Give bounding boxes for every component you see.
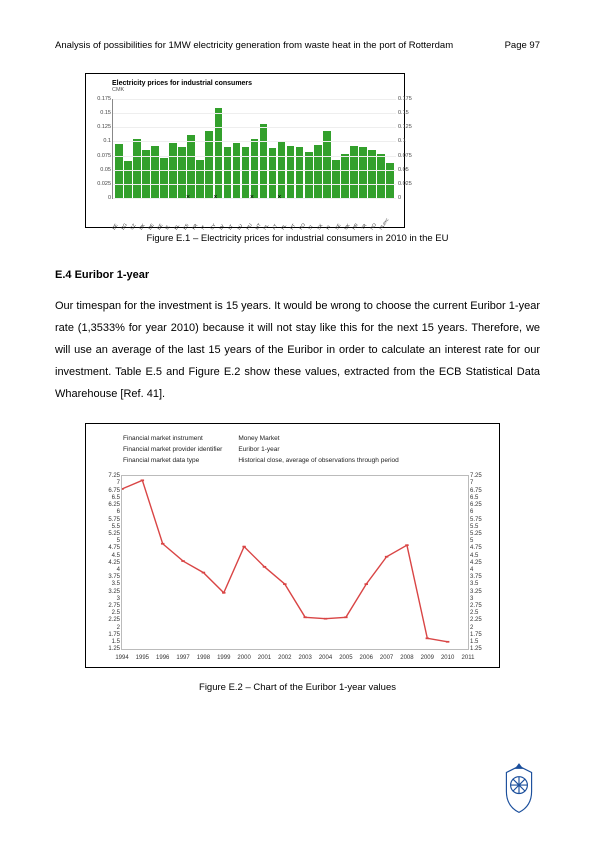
bar-xlabel: NLexc (378, 217, 389, 230)
figure-e2-chart: Financial market instrumentMoney Market F… (85, 423, 500, 668)
page-header: Analysis of possibilities for 1MW electr… (55, 40, 540, 51)
bar-xlabel: FI (325, 222, 333, 231)
bar-xlabel: EE (156, 222, 164, 231)
bar-xlabel: RO (298, 222, 306, 231)
bar-xlabel: LT (227, 222, 235, 231)
line-chart-plot: 7.257.25776.756.756.56.56.256.25665.755.… (121, 475, 469, 650)
line-meta-row: Financial market instrumentMoney Market (123, 434, 399, 443)
bar-TR (368, 150, 376, 198)
bar-xlabel: LU (236, 222, 244, 231)
bar-xlabel: CY (209, 222, 217, 231)
bar-xlabel: TR (360, 222, 368, 231)
bar-xlabel: CZ (129, 222, 137, 231)
figure-e1-chart: Electricity prices for industrial consum… (85, 73, 405, 228)
bar-xlabel: SE (334, 222, 342, 231)
bar-DK (142, 150, 150, 198)
bar-xlabel: DK (138, 222, 146, 231)
line-chart-meta: Financial market instrumentMoney Market F… (121, 432, 401, 467)
line-meta-row: Financial market data typeHistorical clo… (123, 456, 399, 465)
bar-DE (151, 146, 159, 198)
bar-xlabel: IE (164, 222, 172, 231)
header-title: Analysis of possibilities for 1MW electr… (55, 40, 453, 51)
section-body-e4: Our timespan for the investment is 15 ye… (55, 295, 540, 405)
bar-FR (196, 160, 204, 198)
bar-xlabel: BE (111, 222, 119, 231)
bar-xlabel: AT (271, 222, 279, 231)
bar-NLexc (386, 163, 394, 198)
bar-xlabel: HU (245, 222, 253, 231)
line-meta-row: Financial market provider identifierEuri… (123, 445, 399, 454)
bar-xlabel: DE (147, 222, 155, 231)
bar-BE (115, 144, 123, 198)
bar-SE (341, 154, 349, 198)
bar-ES (187, 135, 195, 198)
bar-MT (260, 124, 268, 198)
bar-chart-subtitle: CMK (112, 87, 396, 93)
bar-chart-title: Electricity prices for industrial consum… (112, 80, 396, 87)
bar-BG (124, 161, 132, 198)
bar-NO (377, 154, 385, 198)
header-page: Page 97 (505, 40, 540, 51)
bar-xlabel: HR (352, 222, 360, 231)
bar-UK (350, 146, 358, 198)
bar-RO (305, 152, 313, 198)
bar-xlabel: PT (289, 222, 297, 231)
bar-CZ (133, 139, 141, 198)
bar-xlabel: PL (280, 222, 288, 231)
bar-xlabel: ES (182, 222, 190, 231)
bar-FI (332, 160, 340, 198)
bar-xlabel: EL (173, 222, 181, 231)
bar-xlabel: SK (316, 222, 324, 231)
figure-e1-caption: Figure E.1 – Electricity prices for indu… (55, 233, 540, 244)
bar-xlabel: UK (343, 222, 351, 231)
bar-chart-plot: 000.0250.0250.050.050.0750.0750.10.10.12… (112, 99, 396, 199)
bar-EE (160, 158, 168, 198)
bar-HU (251, 139, 259, 198)
bar-xlabel: SI (307, 222, 315, 231)
section-heading-e4: E.4 Euribor 1-year (55, 269, 540, 281)
bar-PL (287, 146, 295, 198)
bar-SI (314, 145, 322, 198)
bar-xlabel: NL (262, 222, 270, 231)
bar-xlabel: IT (200, 222, 208, 231)
bar-xlabel: LV (218, 222, 226, 231)
bar-xlabel: FR (191, 222, 199, 231)
euribor-line (122, 481, 448, 642)
bar-xlabel: MT (254, 222, 262, 231)
footer-emblem-icon (498, 762, 540, 814)
bar-xlabel: BG (120, 222, 128, 231)
bar-xlabel: NO (369, 222, 377, 231)
figure-e2-caption: Figure E.2 – Chart of the Euribor 1-year… (55, 682, 540, 693)
